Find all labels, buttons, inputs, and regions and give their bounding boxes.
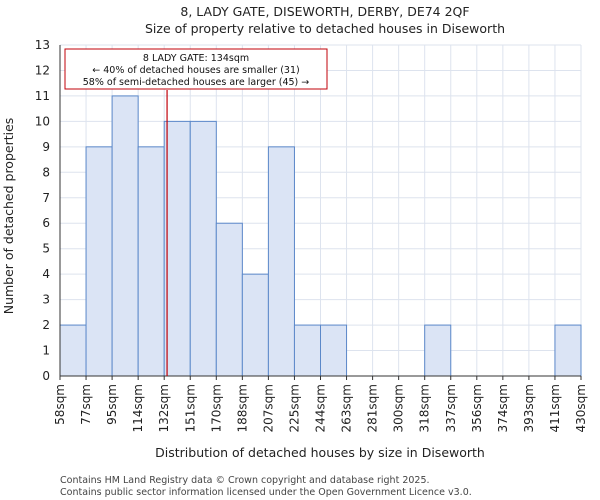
x-tick-label: 95sqm: [105, 384, 119, 425]
y-tick-label: 3: [42, 293, 50, 307]
annotation-line-1: 8 LADY GATE: 134sqm: [143, 53, 249, 64]
x-tick-label: 281sqm: [366, 384, 380, 432]
annotation-box: 8 LADY GATE: 134sqm ← 40% of detached ho…: [64, 48, 328, 90]
chart-subtitle: Size of property relative to detached ho…: [145, 21, 505, 36]
y-tick-label: 12: [35, 63, 50, 77]
y-tick-label: 10: [35, 114, 50, 128]
x-tick-label: 225sqm: [287, 384, 301, 432]
x-tick-label: 170sqm: [209, 384, 223, 432]
y-tick-label: 2: [42, 318, 50, 332]
y-tick-label: 8: [42, 165, 50, 179]
x-tick-label: 337sqm: [444, 384, 458, 432]
histogram-bar: [111, 95, 139, 377]
x-tick-label: 58sqm: [53, 384, 67, 425]
histogram-bar: [267, 146, 295, 377]
x-tick-label: 207sqm: [261, 384, 275, 432]
annotation-frame: [64, 48, 328, 90]
y-tick-label: 4: [42, 267, 50, 281]
x-tick-label: 263sqm: [340, 384, 354, 432]
x-tick-label: 318sqm: [418, 384, 432, 432]
histogram-bar: [189, 120, 217, 377]
x-tick-label: 356sqm: [470, 384, 484, 432]
x-tick-label: 188sqm: [235, 384, 249, 432]
histogram-bar: [554, 324, 582, 377]
footer-line-2: Contains public sector information licen…: [60, 487, 472, 498]
x-axis-label: Distribution of detached houses by size …: [155, 445, 485, 460]
x-tick-label: 300sqm: [392, 384, 406, 432]
x-tick-label: 151sqm: [183, 384, 197, 432]
histogram-bar: [215, 222, 243, 377]
y-tick-label: 6: [42, 216, 50, 230]
histogram-bar: [320, 324, 348, 377]
y-tick-label: 11: [35, 89, 50, 103]
y-tick-label: 0: [42, 369, 50, 383]
y-tick-label: 5: [42, 242, 50, 256]
annotation-line-3: 58% of semi-detached houses are larger (…: [83, 77, 310, 88]
chart-title: 8, LADY GATE, DISEWORTH, DERBY, DE74 2QF: [180, 4, 469, 19]
y-tick-label: 1: [42, 344, 50, 358]
y-axis-label: Number of detached properties: [1, 118, 16, 315]
x-tick-label: 114sqm: [131, 384, 145, 432]
x-tick-label: 374sqm: [496, 384, 510, 432]
annotation-line-2: ← 40% of detached houses are smaller (31…: [92, 65, 299, 76]
x-tick-label: 393sqm: [522, 384, 536, 432]
y-tick-label: 7: [42, 191, 50, 205]
x-tick-label: 244sqm: [314, 384, 328, 432]
histogram-bar: [59, 324, 87, 377]
histogram-bar: [137, 146, 165, 377]
histogram-bar: [163, 120, 191, 377]
x-ticks: 58sqm 77sqm 95sqm 114sqm 132sqm 151sqm 170sqm 1…: [53, 376, 588, 432]
histogram-bar: [85, 146, 113, 377]
bars: [59, 95, 582, 377]
histogram-bar: [241, 273, 269, 377]
x-tick-label: 77sqm: [79, 384, 93, 425]
y-tick-label: 13: [35, 38, 50, 52]
x-tick-label: 411sqm: [548, 384, 562, 432]
histogram-bar: [424, 324, 452, 377]
footer-line-1: Contains HM Land Registry data © Crown c…: [60, 475, 430, 486]
y-tick-label: 9: [42, 140, 50, 154]
x-tick-label: 132sqm: [157, 384, 171, 432]
histogram-bar: [293, 324, 322, 377]
x-tick-label: 430sqm: [574, 384, 588, 432]
